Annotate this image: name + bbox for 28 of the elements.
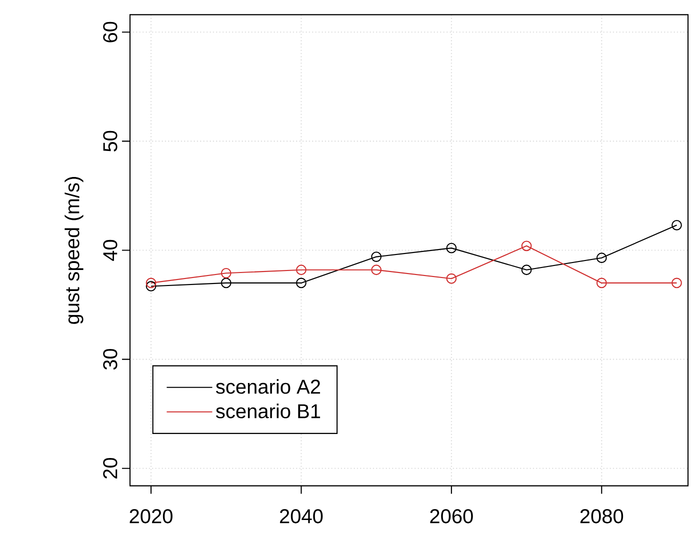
- point: [446, 273, 457, 284]
- point: [521, 264, 532, 276]
- legend-label: scenario A2: [216, 379, 320, 394]
- point: [371, 264, 382, 276]
- y-tick-label: 60: [103, 22, 118, 42]
- x-tick-label: 2040: [280, 509, 323, 524]
- point: [146, 281, 156, 292]
- y-tick-label: 30: [103, 348, 118, 370]
- y-tick-label: 20: [103, 458, 118, 478]
- point: [220, 268, 232, 278]
- y-axis-title: gust speed (m/s): [64, 177, 84, 324]
- point: [296, 278, 306, 288]
- point: [296, 264, 306, 276]
- point: [220, 278, 232, 288]
- x-tick-label: 2060: [430, 509, 473, 524]
- point: [672, 220, 682, 230]
- point: [521, 240, 532, 252]
- legend-label: scenario B1: [216, 404, 320, 418]
- point: [672, 278, 682, 288]
- x-tick-label: 2080: [580, 509, 624, 524]
- y-tick-label: 50: [103, 130, 118, 152]
- y-tick-label: 40: [103, 240, 118, 261]
- point: [446, 242, 457, 254]
- point: [371, 252, 382, 262]
- x-tick-label: 2020: [130, 509, 172, 524]
- point: [596, 278, 607, 288]
- point: [146, 278, 156, 288]
- point: [596, 252, 607, 264]
